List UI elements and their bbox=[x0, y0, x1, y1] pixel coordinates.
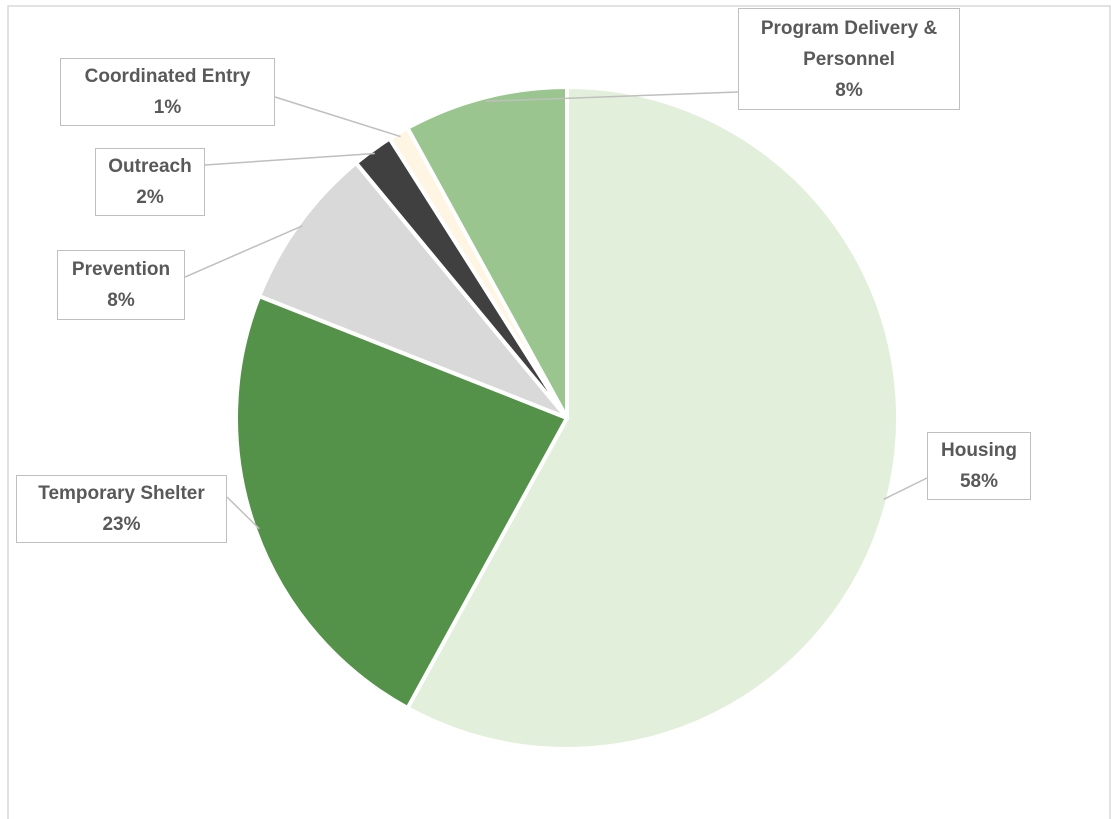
category-label: Housing bbox=[941, 440, 1017, 461]
category-label: Temporary Shelter bbox=[38, 483, 205, 504]
data-label: Program Delivery & Personnel 8% bbox=[738, 8, 960, 110]
value-label: 8% bbox=[835, 79, 863, 101]
value-label: 8% bbox=[107, 290, 135, 311]
value-label: 58% bbox=[959, 471, 999, 492]
data-label: Coordinated Entry 1% bbox=[60, 58, 275, 126]
pie-slice bbox=[405, 85, 900, 751]
leader-line bbox=[274, 96, 401, 138]
value-label: 1% bbox=[153, 97, 182, 118]
leader-line bbox=[226, 496, 260, 530]
category-label: Outreach bbox=[108, 156, 192, 177]
leader-line bbox=[883, 477, 928, 500]
data-label: Housing 58% bbox=[927, 432, 1031, 500]
data-label: Outreach 2% bbox=[95, 148, 205, 216]
category-label: Program Delivery & Personnel bbox=[760, 17, 938, 70]
data-label: Prevention 8% bbox=[57, 250, 185, 320]
leader-line bbox=[485, 91, 739, 103]
leader-line bbox=[184, 225, 303, 278]
leader-line bbox=[204, 152, 375, 166]
value-label: 2% bbox=[136, 187, 164, 208]
category-label: Prevention bbox=[71, 259, 171, 280]
pie-slice bbox=[234, 294, 569, 711]
category-label: Coordinated Entry bbox=[84, 66, 251, 87]
value-label: 23% bbox=[102, 514, 141, 535]
pie-slice bbox=[257, 160, 569, 420]
chart-frame bbox=[7, 5, 1111, 819]
pie-slice bbox=[405, 85, 569, 420]
data-label: Temporary Shelter 23% bbox=[16, 475, 227, 543]
